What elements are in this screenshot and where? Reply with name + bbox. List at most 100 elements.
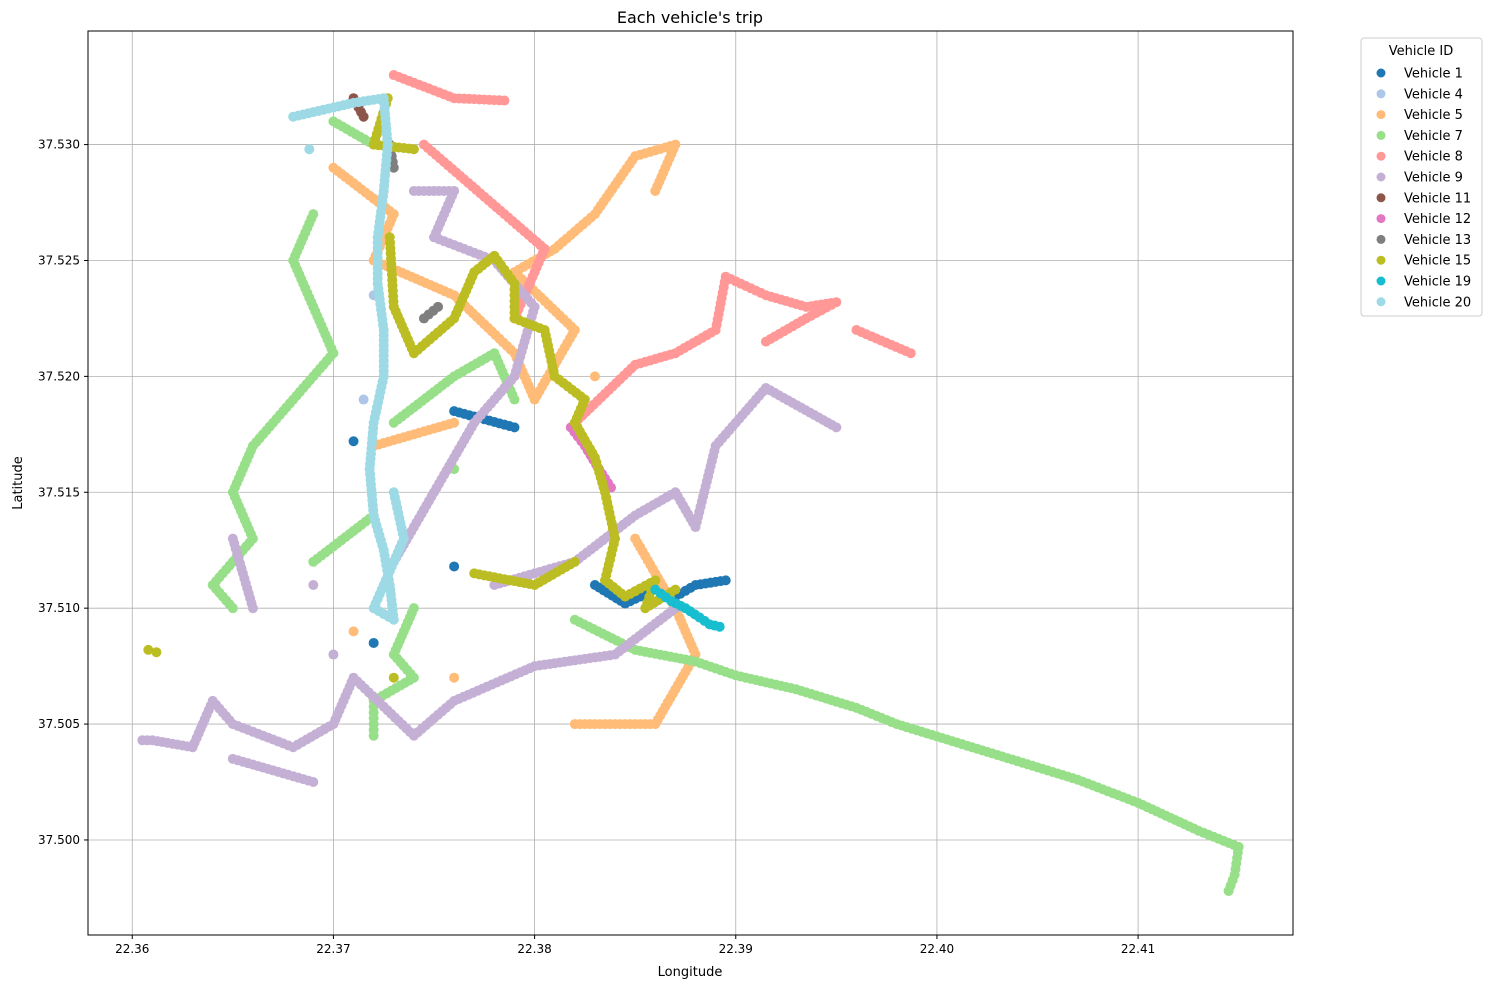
legend-title: Vehicle ID (1389, 44, 1453, 59)
data-point (509, 394, 520, 405)
legend-marker (1376, 130, 1386, 140)
data-point (760, 336, 771, 347)
data-point (449, 672, 460, 683)
x-axis-ticks: 22.36 22.37 22.38 22.39 22.40 22.41 (115, 935, 1155, 956)
legend-marker (1376, 297, 1386, 307)
legend-entry: Vehicle 13 (1376, 233, 1471, 248)
y-tick-label: 37.510 (38, 601, 80, 615)
series-vehicle-20 (288, 93, 409, 625)
legend-marker (1376, 276, 1386, 286)
legend-entry: Vehicle 4 (1376, 87, 1463, 102)
data-point (328, 649, 339, 660)
y-tick-label: 37.500 (38, 833, 80, 847)
legend-label: Vehicle 9 (1404, 171, 1463, 186)
legend-entry: Vehicle 5 (1376, 108, 1463, 123)
data-point (569, 719, 580, 730)
data-point (831, 422, 842, 433)
data-point (388, 487, 399, 498)
series-vehicle-8 (388, 70, 916, 428)
legend-entry: Vehicle 15 (1376, 254, 1471, 269)
data-point (499, 95, 510, 106)
data-point (589, 371, 600, 382)
data-point (358, 394, 369, 405)
legend-label: Vehicle 13 (1404, 233, 1471, 248)
data-point (368, 730, 379, 741)
data-point (227, 533, 238, 544)
series-vehicle-7 (207, 116, 1244, 896)
legend-label: Vehicle 11 (1404, 191, 1471, 206)
data-point (408, 144, 419, 155)
legend-marker (1376, 68, 1386, 78)
y-tick-label: 37.525 (38, 253, 80, 267)
y-tick-label: 37.530 (38, 138, 80, 152)
data-point (304, 144, 315, 155)
x-tick-label: 22.37 (316, 942, 350, 956)
data-point (388, 672, 399, 683)
legend-label: Vehicle 19 (1404, 275, 1471, 290)
data-point (650, 185, 661, 196)
legend-label: Vehicle 4 (1404, 87, 1463, 102)
x-axis-label: Longitude (658, 965, 723, 980)
data-point (714, 621, 725, 632)
legend-entry: Vehicle 9 (1376, 171, 1463, 186)
x-tick-label: 22.38 (517, 942, 551, 956)
data-point (358, 111, 369, 122)
y-tick-label: 37.520 (38, 369, 80, 383)
x-tick-label: 22.39 (719, 942, 753, 956)
data-point (449, 561, 460, 572)
legend-entry: Vehicle 12 (1376, 212, 1471, 227)
data-point (348, 626, 359, 637)
axes-frame (87, 30, 1294, 936)
data-points (137, 70, 1244, 896)
y-tick-label: 37.515 (38, 485, 80, 499)
chart-title: Each vehicle's trip (617, 8, 763, 27)
data-point (388, 162, 399, 173)
legend-marker (1376, 193, 1386, 203)
legend-entry: Vehicle 8 (1376, 150, 1463, 165)
data-point (433, 301, 444, 312)
legend-marker (1376, 172, 1386, 182)
data-point (509, 422, 520, 433)
legend-label: Vehicle 1 (1404, 67, 1463, 82)
data-point (469, 568, 480, 579)
data-point (368, 637, 379, 648)
legend-entry: Vehicle 7 (1376, 129, 1463, 144)
data-point (720, 575, 731, 586)
legend-label: Vehicle 12 (1404, 212, 1471, 227)
data-point (670, 584, 681, 595)
x-tick-label: 22.41 (1121, 942, 1155, 956)
data-point (1223, 885, 1234, 896)
y-axis-label: Latitude (11, 456, 26, 510)
legend-marker (1376, 214, 1386, 224)
legend-label: Vehicle 15 (1404, 254, 1471, 269)
series-vehicle-19 (650, 584, 725, 632)
legend-label: Vehicle 8 (1404, 150, 1463, 165)
legend-entry: Vehicle 19 (1376, 275, 1471, 290)
data-point (137, 735, 148, 746)
legend-entry: Vehicle 1 (1376, 67, 1463, 82)
y-tick-label: 37.505 (38, 717, 80, 731)
data-point (905, 348, 916, 359)
data-point (151, 647, 162, 658)
data-point (308, 777, 319, 788)
legend-marker (1376, 234, 1386, 244)
legend-entry: Vehicle 20 (1376, 295, 1471, 310)
x-tick-label: 22.40 (920, 942, 954, 956)
legend-label: Vehicle 20 (1404, 295, 1471, 310)
data-point (143, 644, 154, 655)
data-point (227, 603, 238, 614)
data-point (348, 436, 359, 447)
legend-box (1360, 37, 1483, 317)
legend-marker (1376, 151, 1386, 161)
y-axis-ticks: 37.500 37.505 37.510 37.515 37.520 37.525 37.5… (38, 138, 88, 847)
legend-label: Vehicle 5 (1404, 108, 1463, 123)
x-tick-label: 22.36 (115, 942, 149, 956)
legend-label: Vehicle 7 (1404, 129, 1463, 144)
legend-entry: Vehicle 11 (1376, 191, 1471, 206)
legend-marker (1376, 89, 1386, 99)
legend-marker (1376, 110, 1386, 120)
legend-items: Vehicle 1 Vehicle 4 Vehicle 5 Vehicle 7 Vehi… (1376, 67, 1471, 310)
